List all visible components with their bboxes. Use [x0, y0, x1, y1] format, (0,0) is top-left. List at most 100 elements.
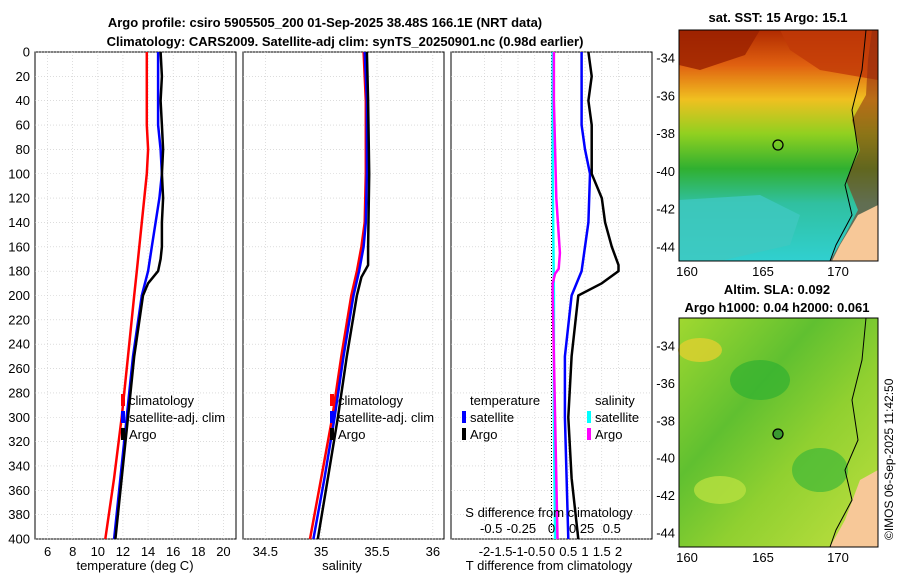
- salinity-x-ticks: 34.5 35 35.5 36: [253, 544, 440, 559]
- lat-tick-label: -40: [656, 451, 675, 466]
- depth-tick-label: 220: [8, 312, 30, 327]
- x-tick-label: 12: [116, 544, 130, 559]
- depth-tick-label: 320: [8, 434, 30, 449]
- s-tick-label: 0: [548, 521, 555, 536]
- x-tick-label: 35: [314, 544, 328, 559]
- salinity-legend: climatology satellite-adj. clim Argo: [330, 393, 434, 442]
- depth-tick-label: 180: [8, 264, 30, 279]
- legend-label-sal-argo: Argo: [595, 427, 622, 442]
- sla-map: [678, 317, 879, 548]
- depth-tick-label: 40: [16, 93, 30, 108]
- series-line-climatology: [104, 52, 150, 540]
- sla-high-patch: [694, 476, 746, 504]
- figure-title-line-1: Argo profile: csiro 5905505_200 01-Sep-2…: [108, 15, 542, 30]
- x-tick-label: 6: [44, 544, 51, 559]
- x-tick-label: 20: [216, 544, 230, 559]
- legend-swatch-argo: [330, 428, 334, 440]
- depth-tick-label: 360: [8, 483, 30, 498]
- depth-tick-label: 400: [8, 532, 30, 547]
- sst-coastline: [829, 29, 867, 262]
- legend-swatch-satellite-adj: [121, 411, 125, 423]
- sst-nz-shadow: [830, 30, 878, 261]
- legend-label-argo: Argo: [338, 427, 365, 442]
- legend-swatch-temp-argo: [462, 428, 466, 440]
- x-tick-label: -1.5: [490, 544, 512, 559]
- temperature-grid: [35, 51, 236, 540]
- series-line-temperature-satellite: [563, 52, 592, 540]
- lat-tick-label: -36: [656, 88, 675, 103]
- sla-low-patch: [792, 448, 848, 492]
- legend-swatch-sal-satellite: [587, 411, 591, 423]
- legend-label-argo: Argo: [129, 427, 156, 442]
- salinity-difference-axis-label: S difference from climatology: [465, 505, 633, 520]
- lon-tick-label: 170: [827, 264, 849, 279]
- depth-tick-label: 300: [8, 410, 30, 425]
- sst-map-frame: [678, 29, 879, 262]
- lat-tick-label: -36: [656, 376, 675, 391]
- lat-tick-label: -40: [656, 164, 675, 179]
- figure-title-line-2: Climatology: CARS2009. Satellite-adj cli…: [107, 34, 584, 49]
- x-tick-label: 16: [166, 544, 180, 559]
- lat-tick-label: -42: [656, 488, 675, 503]
- depth-tick-label: 280: [8, 385, 30, 400]
- sst-lat-ticks: -34 -36 -38 -40 -42 -44: [656, 51, 675, 255]
- lat-tick-label: -34: [656, 339, 675, 354]
- temperature-series: [104, 51, 165, 540]
- lat-tick-label: -44: [656, 526, 675, 541]
- depth-tick-label: 380: [8, 507, 30, 522]
- legend-title-temperature: temperature: [470, 393, 540, 408]
- legend-swatch-sal-argo: [587, 428, 591, 440]
- sst-warm-patch: [780, 30, 878, 80]
- x-tick-label: 10: [91, 544, 105, 559]
- sst-cool-patch: [679, 195, 800, 261]
- series-line-salinity-argo: [551, 52, 562, 540]
- sst-warm-patch: [679, 30, 760, 70]
- legend-label-satellite-adj: satellite-adj. clim: [129, 410, 225, 425]
- depth-tick-label: 60: [16, 118, 30, 133]
- difference-series: [551, 51, 620, 540]
- lat-tick-label: -42: [656, 202, 675, 217]
- x-tick-label: -1: [512, 544, 524, 559]
- sst-argo-location-marker: [772, 139, 784, 151]
- sla-map-frame: [678, 317, 879, 548]
- lon-tick-label: 165: [752, 550, 774, 565]
- x-tick-label: 0.5: [559, 544, 577, 559]
- depth-tick-label: 100: [8, 166, 30, 181]
- x-tick-label: 1: [581, 544, 588, 559]
- sst-lon-ticks: 160 165 170: [676, 264, 849, 279]
- legend-label-temp-satellite: satellite: [470, 410, 514, 425]
- lat-tick-label: -38: [656, 126, 675, 141]
- sla-map-title-2: Argo h1000: 0.04 h2000: 0.061: [685, 300, 870, 315]
- legend-swatch-climatology: [121, 394, 125, 406]
- x-tick-label: 35.5: [364, 544, 389, 559]
- imos-timestamp: ©IMOS 06-Sep-2025 11:42:50: [882, 378, 896, 540]
- sla-high-patch: [678, 338, 722, 362]
- series-line-satellite-adj-clim: [112, 52, 164, 540]
- legend-swatch-temp-satellite: [462, 411, 466, 423]
- depth-tick-label: 240: [8, 337, 30, 352]
- lat-tick-label: -34: [656, 51, 675, 66]
- depth-axis-ticks: 0 20 40 60 80 100 120 140 160 180 200 220 240 260 280 3…: [8, 45, 30, 547]
- sla-argo-location-marker: [772, 428, 784, 440]
- depth-tick-label: 200: [8, 288, 30, 303]
- legend-swatch-argo: [121, 428, 125, 440]
- x-tick-label: 8: [69, 544, 76, 559]
- lon-tick-label: 165: [752, 264, 774, 279]
- x-tick-label: 1.5: [593, 544, 611, 559]
- lat-tick-label: -44: [656, 240, 675, 255]
- salinity-grid: [243, 51, 444, 540]
- s-tick-label: -0.5: [480, 521, 502, 536]
- lon-tick-label: 160: [676, 264, 698, 279]
- lon-tick-label: 160: [676, 550, 698, 565]
- legend-label-sal-satellite: satellite: [595, 410, 639, 425]
- series-line-argo: [316, 51, 371, 540]
- sla-low-patch: [730, 360, 790, 400]
- x-tick-label: 14: [141, 544, 155, 559]
- depth-tick-label: 20: [16, 69, 30, 84]
- x-tick-label: 2: [615, 544, 622, 559]
- series-line-argo: [114, 51, 165, 540]
- temperature-x-ticks: 6 8 10 12 14 16 18 20: [44, 544, 231, 559]
- x-tick-label: 18: [191, 544, 205, 559]
- legend-swatch-climatology: [330, 394, 334, 406]
